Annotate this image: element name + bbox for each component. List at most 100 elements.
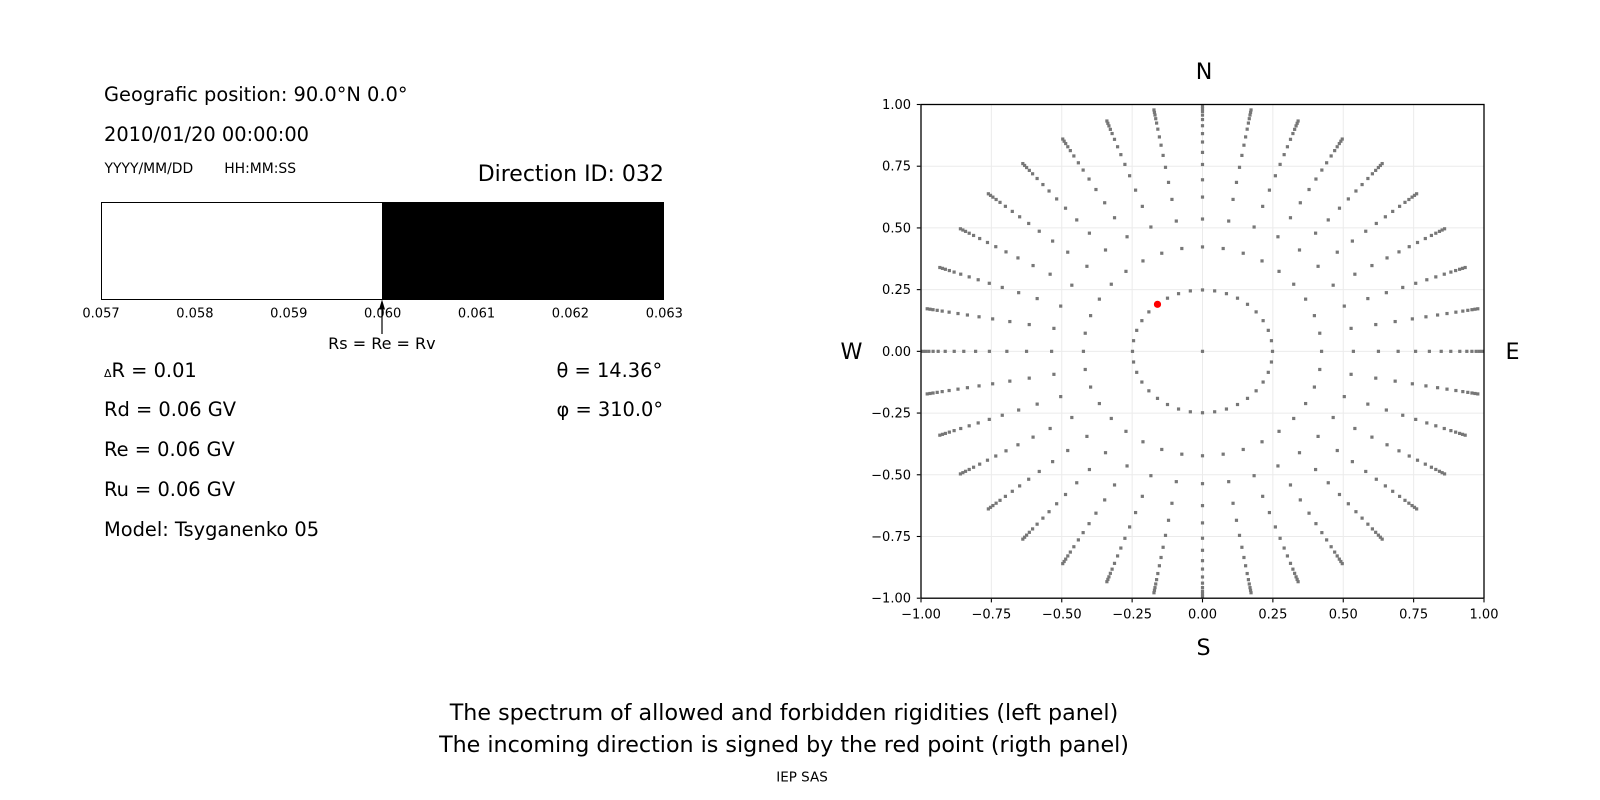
grid-point-ray [1027,477,1031,481]
grid-point-ray [1066,250,1070,254]
grid-point-ray [1153,586,1157,590]
grid-point-ray [1109,282,1113,286]
grid-point-ray [1384,291,1388,295]
grid-point-ring [1270,349,1275,353]
grid-point-ray [1141,440,1145,444]
grid-point-ray [1025,165,1029,170]
grid-point-ray [1248,113,1252,117]
grid-point-ray [1316,434,1320,438]
grid-point-ray [1333,149,1337,153]
grid-point-ray [1340,562,1344,566]
grid-point-ray [925,392,929,396]
cutoff-arrow [379,299,386,334]
grid-point-ray [1307,511,1311,515]
grid-point-ray [1106,577,1110,581]
grid-point-ray [1476,392,1480,396]
grid-point-ray [1231,501,1235,505]
grid-point-ray [1035,522,1039,526]
grid-point-ring [1269,339,1274,343]
grid-point-ring [1188,289,1192,293]
grid-point-ray [958,227,963,231]
grid-point-ray [1378,163,1382,168]
grid-point-ray [1081,349,1086,353]
grid-point-ray [1335,448,1339,453]
grid-point-ray [1200,592,1205,596]
grid-point-ray [936,349,940,353]
grid-point-ray [1292,282,1296,286]
grid-point-ray [1410,382,1414,386]
grid-point-ray [1200,113,1205,117]
grid-point-ray [1458,431,1462,436]
grid-point-ray [1152,110,1157,114]
grid-point-ray [998,498,1002,502]
grid-point-ray [1027,530,1031,534]
grid-point-ray [1412,505,1417,509]
grid-point-ray [1027,168,1031,172]
grid-point-ray [1370,172,1375,176]
grid-point-ring [1176,292,1181,296]
grid-point-ray [1391,489,1395,493]
grid-point-ray [1200,195,1205,199]
arrow-label: Rs = Re = Rv [328,334,436,353]
grid-point-ray [1041,182,1045,187]
grid-point-ray [1385,443,1389,447]
grid-point-ray [1200,217,1205,221]
grid-point-ray [1245,127,1249,131]
grid-point-ray [1031,435,1035,439]
grid-point-ray [1350,460,1354,464]
grid-point-ray [1397,204,1402,208]
grid-point-ray [1337,557,1341,561]
grid-point-ray [1397,449,1401,453]
grid-point-ray [986,507,990,511]
grid-point-ray [1458,349,1462,353]
grid-point-ray [1288,137,1293,141]
compass-west-label: W [840,338,863,365]
grid-point-ray [1477,349,1481,353]
grid-point-ray [1339,139,1343,143]
grid-point-ray [1397,250,1401,254]
grid-point-ray [1273,525,1277,529]
grid-point-ray [1128,525,1132,529]
grid-point-ray [1244,135,1248,139]
grid-point-ray [1244,564,1248,568]
direction-id-title: Direction ID: 032 [477,161,664,187]
grid-point-ring [1224,407,1229,411]
y-tick-label: 0.25 [882,283,911,298]
datetime-text: 2010/01/20 00:00:00 [104,122,310,146]
grid-point-ray [1285,554,1290,558]
grid-point-ray [1112,483,1117,487]
grid-point-ray [1072,545,1076,549]
grid-point-ray [1154,582,1158,586]
grid-point-ray [961,228,965,232]
grid-point-ray [1414,417,1418,421]
grid-point-ray [974,349,978,353]
grid-point-ray [1152,591,1156,595]
grid-point-ray [928,307,932,311]
grid-point-ray [1261,494,1265,498]
grid-point-ray [1277,429,1281,433]
grid-point-ray [1276,235,1280,239]
grid-point-ray [931,349,935,353]
grid-point-ray [1123,536,1127,540]
grid-point-ray [1059,395,1063,399]
grid-point-ray [1106,121,1110,125]
compass-east-label: E [1505,338,1520,365]
grid-point-ray [1326,218,1330,222]
grid-point-ray [1396,349,1400,353]
grid-point-ray [994,197,998,202]
grid-point-ray [1337,141,1341,146]
grid-point-ring [1213,410,1217,414]
grid-point-ray [1318,367,1322,372]
grid-point-ray [1297,248,1302,252]
grid-point-ray [1407,197,1411,202]
grid-point-ring [1165,296,1170,300]
grid-point-ray [1393,319,1397,324]
grid-point-ray [1037,469,1041,474]
grid-point-ray [1115,554,1120,558]
grid-point-ray [1466,390,1470,394]
grid-point-ray [1087,522,1091,526]
grid-point-ray [1297,451,1302,455]
grid-point-ray [1247,582,1251,586]
grid-point-ray [1246,578,1251,582]
grid-point-ray [1296,119,1300,123]
